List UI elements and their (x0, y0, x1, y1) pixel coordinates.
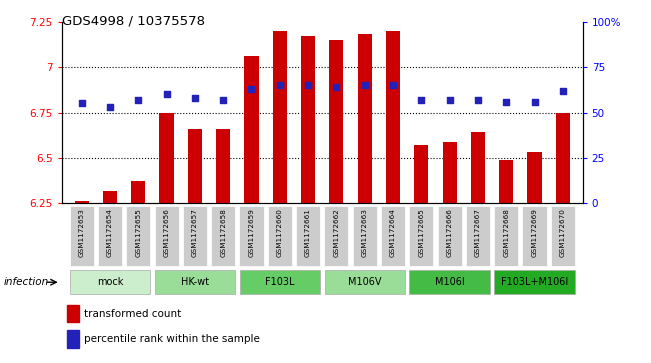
Text: GSM1172661: GSM1172661 (305, 208, 311, 257)
Point (105, 104, 115, 110)
Text: GSM1172666: GSM1172666 (447, 208, 452, 257)
FancyBboxPatch shape (154, 206, 178, 266)
Point (473, 97, 483, 103)
Text: mock: mock (97, 277, 123, 287)
FancyBboxPatch shape (296, 206, 320, 266)
Point (388, 82, 398, 88)
Point (445, 97, 455, 103)
FancyBboxPatch shape (523, 206, 547, 266)
Point (218, 97, 229, 103)
Point (558, 88, 568, 94)
Text: GSM1172663: GSM1172663 (362, 208, 368, 257)
Point (275, 82, 285, 88)
Bar (443, 142, 457, 203)
Text: GSM1172670: GSM1172670 (560, 208, 566, 257)
Text: GSM1172660: GSM1172660 (277, 208, 283, 257)
FancyBboxPatch shape (437, 206, 462, 266)
FancyBboxPatch shape (324, 270, 405, 294)
Bar (414, 145, 428, 203)
Point (133, 97, 143, 103)
Text: GSM1172664: GSM1172664 (390, 208, 396, 257)
Bar (386, 31, 400, 203)
FancyBboxPatch shape (211, 206, 235, 266)
Text: GSM1172665: GSM1172665 (419, 208, 424, 257)
Text: GSM1172657: GSM1172657 (192, 208, 198, 257)
Bar (75, 201, 89, 203)
FancyBboxPatch shape (494, 270, 575, 294)
FancyBboxPatch shape (126, 206, 150, 266)
Text: GDS4998 / 10375578: GDS4998 / 10375578 (62, 15, 205, 28)
Point (161, 91, 172, 97)
Point (359, 82, 370, 88)
Text: F103L: F103L (265, 277, 294, 287)
Bar (357, 34, 372, 203)
FancyBboxPatch shape (155, 270, 236, 294)
Bar (329, 40, 344, 203)
Point (529, 99, 540, 105)
FancyBboxPatch shape (494, 206, 518, 266)
Text: M106V: M106V (348, 277, 381, 287)
Point (331, 84, 342, 90)
Point (189, 95, 200, 101)
Bar (103, 191, 117, 203)
Bar (67, 330, 79, 348)
FancyBboxPatch shape (353, 206, 377, 266)
Text: GSM1172662: GSM1172662 (333, 208, 339, 257)
Bar (187, 129, 202, 203)
FancyBboxPatch shape (551, 206, 575, 266)
FancyBboxPatch shape (70, 206, 94, 266)
Point (246, 86, 256, 92)
Bar (67, 305, 79, 322)
FancyBboxPatch shape (183, 206, 207, 266)
Text: GSM1172655: GSM1172655 (135, 208, 141, 257)
FancyBboxPatch shape (466, 206, 490, 266)
Bar (556, 113, 570, 203)
Bar (499, 160, 513, 203)
FancyBboxPatch shape (381, 206, 405, 266)
FancyBboxPatch shape (324, 206, 348, 266)
Bar (216, 129, 230, 203)
Point (501, 99, 512, 105)
Text: GSM1172669: GSM1172669 (531, 208, 538, 257)
Text: percentile rank within the sample: percentile rank within the sample (84, 334, 260, 344)
Text: F103L+M106I: F103L+M106I (501, 277, 568, 287)
FancyBboxPatch shape (240, 270, 320, 294)
Bar (159, 113, 174, 203)
FancyBboxPatch shape (70, 270, 150, 294)
Text: GSM1172658: GSM1172658 (220, 208, 226, 257)
Point (303, 82, 313, 88)
Text: M106I: M106I (435, 277, 465, 287)
Text: GSM1172654: GSM1172654 (107, 208, 113, 257)
FancyBboxPatch shape (409, 206, 434, 266)
FancyBboxPatch shape (98, 206, 122, 266)
Text: infection: infection (3, 277, 49, 287)
Text: HK-wt: HK-wt (181, 277, 209, 287)
FancyBboxPatch shape (268, 206, 292, 266)
Text: GSM1172653: GSM1172653 (79, 208, 85, 257)
Bar (244, 56, 258, 203)
Bar (471, 132, 485, 203)
FancyBboxPatch shape (240, 206, 264, 266)
Point (416, 97, 426, 103)
Point (76, 101, 87, 106)
Text: GSM1172667: GSM1172667 (475, 208, 481, 257)
Text: GSM1172656: GSM1172656 (163, 208, 169, 257)
Bar (273, 31, 287, 203)
Bar (132, 182, 145, 203)
Text: transformed count: transformed count (84, 309, 181, 319)
Text: GSM1172668: GSM1172668 (503, 208, 509, 257)
Bar (527, 152, 542, 203)
FancyBboxPatch shape (409, 270, 490, 294)
Bar (301, 36, 315, 203)
Text: GSM1172659: GSM1172659 (249, 208, 255, 257)
